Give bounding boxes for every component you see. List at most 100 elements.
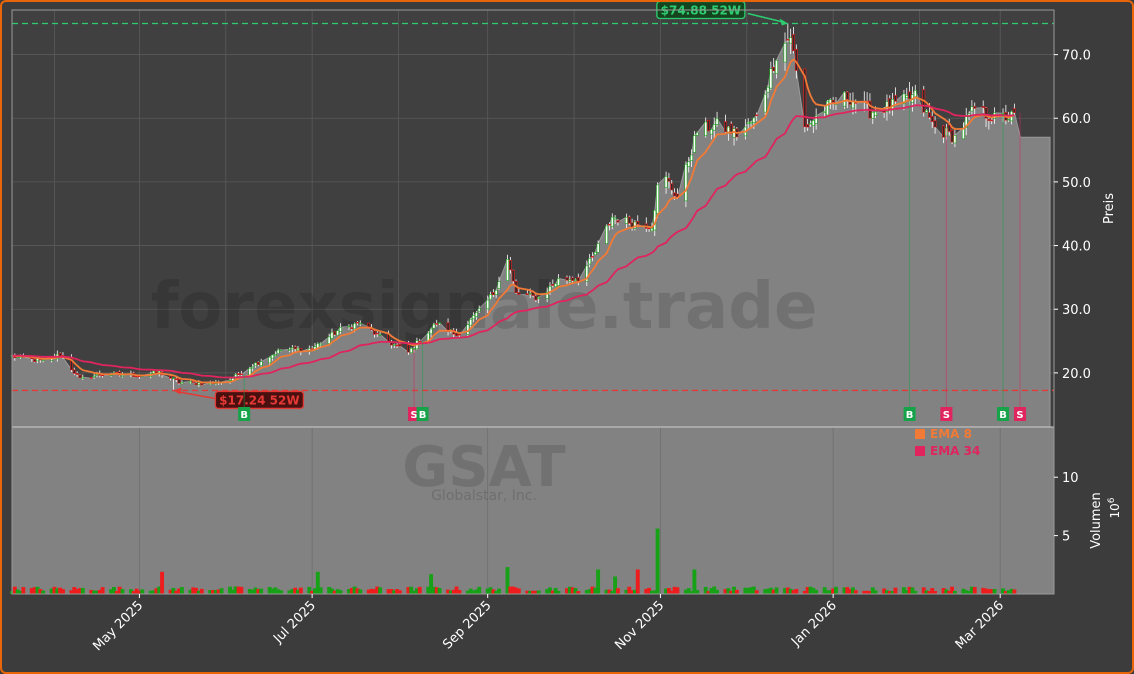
volume-bar bbox=[78, 588, 82, 594]
candle-body bbox=[375, 332, 379, 335]
candle-body bbox=[327, 336, 331, 344]
candle-body bbox=[194, 382, 198, 386]
volume-bar bbox=[712, 586, 717, 594]
volume-bar bbox=[913, 590, 918, 594]
volume-bar bbox=[941, 588, 946, 594]
volume-bar bbox=[766, 588, 770, 594]
candle-body bbox=[350, 327, 354, 329]
candle-body bbox=[271, 354, 274, 359]
volume-bar bbox=[774, 587, 779, 594]
volume-bar bbox=[644, 588, 649, 594]
volume-bar bbox=[488, 587, 493, 594]
volume-bar bbox=[457, 590, 462, 594]
volume-bar bbox=[451, 589, 456, 594]
volume-bar bbox=[845, 587, 850, 594]
volume-bar bbox=[964, 590, 969, 594]
volume-bar bbox=[437, 587, 442, 594]
volume-bar bbox=[967, 590, 971, 594]
candle-body bbox=[177, 378, 181, 384]
candle-body bbox=[783, 42, 787, 63]
volume-bar bbox=[992, 589, 997, 594]
volume-bar bbox=[307, 586, 312, 594]
volume-bar bbox=[448, 590, 453, 594]
candle-body bbox=[588, 258, 592, 265]
volume-bar bbox=[972, 587, 977, 594]
low-52w-badge bbox=[214, 390, 305, 410]
candle-body bbox=[610, 216, 614, 228]
volume-bar bbox=[511, 586, 516, 594]
volume-bar bbox=[18, 590, 23, 594]
volume-bar bbox=[267, 586, 272, 594]
axes-frame bbox=[11, 9, 1055, 595]
volume-bar bbox=[270, 588, 275, 594]
candle-body bbox=[927, 112, 931, 118]
volume-bar bbox=[981, 587, 986, 594]
volume-bar bbox=[851, 587, 855, 594]
candle-body bbox=[794, 49, 798, 71]
x-tick-label: May 2025 bbox=[90, 598, 146, 654]
low-52w-arrowhead bbox=[173, 387, 182, 395]
volume-bar bbox=[58, 587, 63, 594]
candle-body bbox=[489, 294, 492, 300]
candle-body bbox=[95, 374, 99, 376]
x-tick-label: Mar 2026 bbox=[953, 598, 1007, 652]
candle-body bbox=[576, 277, 580, 282]
volume-bar bbox=[814, 589, 819, 594]
volume-y-tick-label: 10 bbox=[1062, 471, 1079, 486]
volume-bar bbox=[75, 588, 80, 594]
volume-bar bbox=[783, 588, 787, 594]
candle-body bbox=[237, 373, 240, 376]
ema-line bbox=[11, 104, 1015, 379]
candle-body bbox=[752, 117, 756, 123]
volume-bar bbox=[120, 589, 125, 594]
volume-bar bbox=[1012, 589, 1017, 594]
volume-axis-title: Volumen bbox=[1089, 492, 1104, 549]
candle-body bbox=[537, 296, 541, 299]
volume-bar bbox=[92, 590, 97, 594]
candle-body bbox=[378, 334, 382, 336]
candle-body bbox=[517, 292, 521, 295]
volume-bar bbox=[545, 589, 550, 594]
volume-bar bbox=[318, 587, 323, 594]
volume-bar bbox=[131, 591, 136, 594]
candle-body bbox=[254, 362, 257, 367]
volume-bar bbox=[327, 587, 332, 594]
candle-body bbox=[248, 367, 252, 376]
volume-bar bbox=[947, 590, 952, 594]
candle-body bbox=[633, 221, 637, 229]
volume-bar bbox=[29, 588, 34, 594]
volume-bar bbox=[635, 569, 640, 594]
candle-body bbox=[197, 382, 201, 385]
volume-bar bbox=[550, 590, 555, 594]
volume-bar bbox=[397, 590, 402, 594]
volume-bar bbox=[310, 590, 315, 594]
candle-body bbox=[373, 330, 376, 335]
volume-bar bbox=[531, 590, 535, 594]
candle-body bbox=[692, 135, 696, 153]
volume-bar bbox=[188, 589, 193, 594]
candle-body bbox=[933, 120, 937, 128]
x-tick-label: Jan 2026 bbox=[788, 598, 840, 650]
volume-bar bbox=[474, 589, 479, 594]
volume-bar bbox=[788, 588, 793, 594]
volume-bar bbox=[632, 589, 637, 594]
candle-body bbox=[395, 344, 399, 347]
volume-bar bbox=[273, 587, 278, 594]
volume-bar bbox=[290, 589, 295, 594]
volume-bar bbox=[686, 588, 691, 594]
candle-body bbox=[826, 100, 829, 116]
volume-bar bbox=[508, 586, 513, 594]
candle-body bbox=[616, 220, 620, 223]
candle-body bbox=[438, 322, 441, 324]
candle-body bbox=[712, 124, 716, 131]
volume-bar bbox=[338, 590, 343, 594]
volume-bar bbox=[239, 586, 244, 594]
volume-bar bbox=[986, 589, 991, 594]
candle-body bbox=[534, 295, 538, 301]
candle-body bbox=[432, 323, 436, 329]
volume-bar bbox=[465, 590, 470, 594]
volume-bar bbox=[706, 591, 711, 594]
volume-bar bbox=[128, 589, 133, 594]
volume-bar bbox=[52, 586, 57, 594]
candle-body bbox=[749, 122, 753, 125]
